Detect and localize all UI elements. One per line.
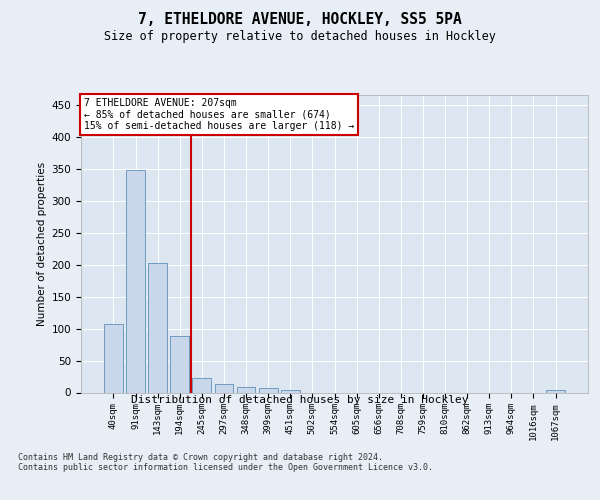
Bar	[170, 336, 189, 392]
Bar	[126, 170, 145, 392]
Text: Distribution of detached houses by size in Hockley: Distribution of detached houses by size …	[131, 395, 469, 405]
Text: 7 ETHELDORE AVENUE: 207sqm
← 85% of detached houses are smaller (674)
15% of sem: 7 ETHELDORE AVENUE: 207sqm ← 85% of deta…	[83, 98, 354, 131]
Bar	[104, 324, 123, 392]
Y-axis label: Number of detached properties: Number of detached properties	[37, 162, 47, 326]
Bar	[259, 388, 278, 392]
Text: Contains HM Land Registry data © Crown copyright and database right 2024.
Contai: Contains HM Land Registry data © Crown c…	[18, 452, 433, 472]
Bar	[193, 378, 211, 392]
Text: Size of property relative to detached houses in Hockley: Size of property relative to detached ho…	[104, 30, 496, 43]
Text: 7, ETHELDORE AVENUE, HOCKLEY, SS5 5PA: 7, ETHELDORE AVENUE, HOCKLEY, SS5 5PA	[138, 12, 462, 28]
Bar	[281, 390, 299, 392]
Bar	[236, 388, 256, 392]
Bar	[215, 384, 233, 392]
Bar	[546, 390, 565, 392]
Bar	[148, 262, 167, 392]
